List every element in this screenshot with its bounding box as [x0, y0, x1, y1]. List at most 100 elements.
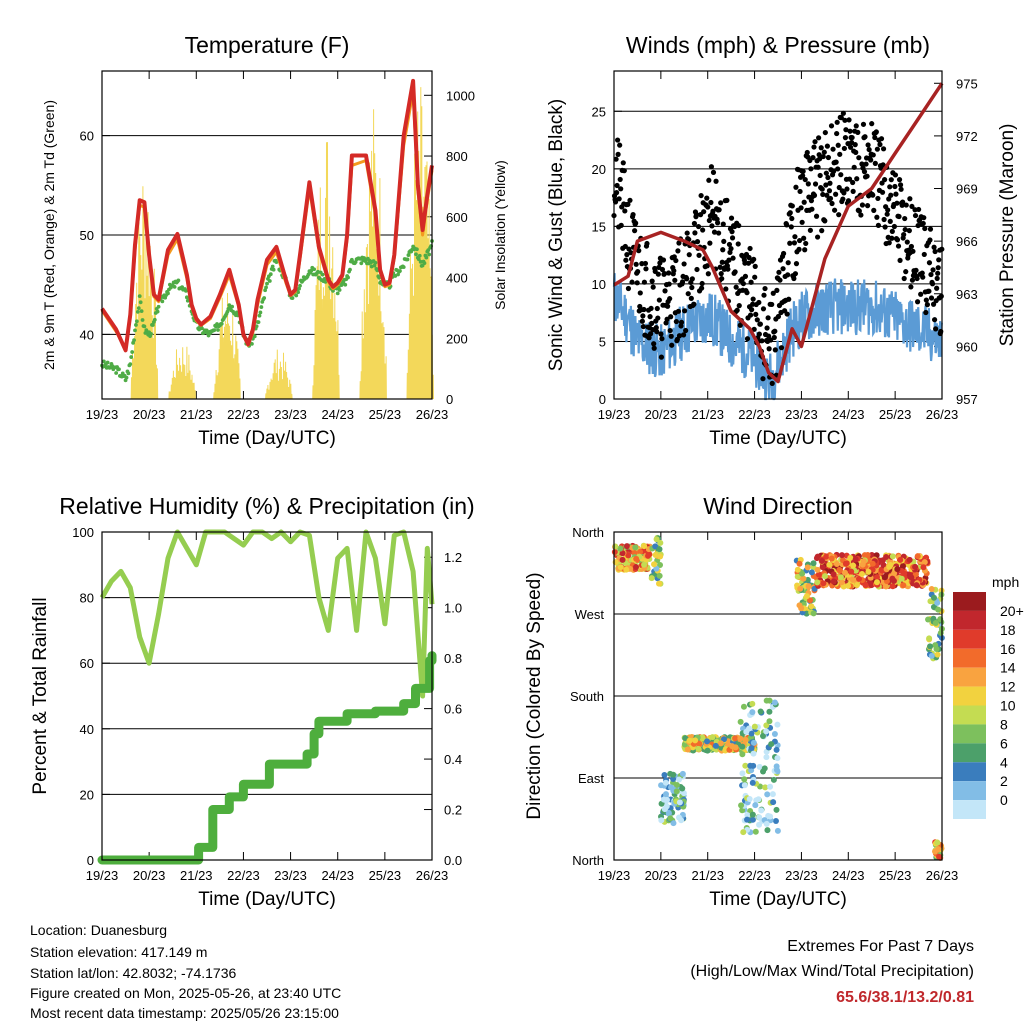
- direction-point: [869, 560, 876, 567]
- plot-frame: [101, 531, 433, 861]
- gust-point: [851, 164, 857, 170]
- dewpoint-point: [427, 252, 432, 257]
- dewpoint-point: [151, 323, 155, 327]
- direction-point: [664, 796, 671, 803]
- dewpoint-point: [415, 247, 419, 252]
- gust-point: [908, 243, 915, 250]
- gust-point: [716, 207, 722, 213]
- dewpoint-point: [417, 253, 422, 258]
- direction-point: [747, 762, 754, 769]
- gust-point: [682, 308, 688, 314]
- direction-point: [899, 563, 906, 570]
- direction-point: [617, 564, 624, 571]
- direction-point: [645, 552, 652, 559]
- dewpoint-point: [267, 279, 272, 283]
- gust-point: [780, 266, 786, 272]
- gust-point: [650, 284, 656, 290]
- x-tick-label: 21/23: [180, 868, 213, 883]
- gust-point: [765, 315, 771, 321]
- gust-point: [639, 318, 645, 324]
- direction-point: [774, 721, 781, 728]
- colorbar-swatch: [953, 592, 986, 611]
- direction-point: [822, 573, 829, 580]
- gust-point: [810, 155, 816, 161]
- direction-point: [695, 745, 702, 752]
- gust-point: [616, 196, 622, 202]
- gust-point: [936, 257, 942, 263]
- direction-point: [737, 718, 744, 725]
- y2-axis-label: Solar Insolation (Yellow): [492, 160, 508, 310]
- gust-point: [780, 250, 787, 257]
- temp-2m-series: [100, 78, 434, 353]
- gust-point: [901, 275, 907, 282]
- temperature-panel: 19/23 20/23 21/23 22/23 23/23 24/23 25/23 26/23…: [41, 32, 508, 449]
- dewpoint-point: [135, 310, 140, 314]
- dewpoint-point: [418, 259, 423, 264]
- gust-point: [734, 307, 740, 313]
- direction-point: [744, 812, 751, 819]
- gust-point: [819, 228, 825, 234]
- gust-point: [840, 110, 846, 116]
- dewpoint-point: [271, 267, 276, 272]
- wind-pressure-panel: 19/23 20/23 21/23 22/23 23/23 24/23 25/23 26/23…: [546, 32, 1018, 449]
- gust-point: [888, 177, 894, 183]
- gust-point: [748, 279, 754, 285]
- direction-point: [928, 586, 935, 593]
- dewpoint-point: [166, 291, 170, 296]
- dewpoint-point: [250, 341, 254, 346]
- gust-point: [828, 123, 835, 129]
- gust-point: [880, 146, 887, 152]
- gust-point: [924, 302, 930, 308]
- dewpoint-point: [132, 338, 136, 343]
- gust-point: [707, 240, 713, 246]
- gust-point: [774, 287, 780, 293]
- gust-point: [878, 136, 885, 142]
- gust-point: [736, 222, 742, 229]
- direction-point: [843, 560, 850, 567]
- colorbar-swatch: [953, 743, 986, 763]
- gust-point: [926, 288, 932, 294]
- gust-point: [651, 345, 657, 351]
- gust-point: [706, 177, 712, 183]
- gust-point: [881, 216, 887, 223]
- y-axis-label: Sonic Wind & Gust (Blue, Black): [546, 99, 567, 371]
- gust-point: [935, 265, 941, 271]
- y-axis-label: Direction (Colored By Speed): [524, 572, 545, 819]
- direction-point: [921, 559, 928, 566]
- dewpoint-point: [129, 355, 134, 359]
- y-tick-label: North: [572, 525, 604, 540]
- gust-point: [922, 225, 928, 232]
- x-tick-label: 23/23: [274, 868, 307, 883]
- gust-point: [641, 279, 648, 285]
- gust-point: [931, 317, 938, 323]
- gust-point: [871, 207, 877, 213]
- colorbar-swatch: [953, 667, 986, 687]
- gust-point: [822, 129, 828, 136]
- gust-point: [679, 279, 686, 285]
- gust-point: [894, 200, 900, 206]
- direction-point: [794, 566, 801, 573]
- direction-point: [800, 575, 807, 582]
- direction-point: [828, 555, 835, 562]
- gust-point: [888, 192, 894, 198]
- gust-point: [708, 164, 715, 170]
- gust-point: [668, 314, 674, 320]
- dewpoint-point: [137, 294, 142, 299]
- direction-point: [850, 562, 857, 569]
- gust-point: [729, 235, 736, 241]
- gust-point: [673, 318, 679, 325]
- x-axis-label: Time (Day/UTC): [198, 889, 336, 910]
- y2-tick-label: 0.6: [444, 702, 462, 717]
- gust-point: [742, 260, 748, 266]
- direction-point: [798, 605, 805, 612]
- gust-point: [872, 160, 878, 166]
- gust-point: [817, 172, 823, 179]
- gust-point: [843, 127, 849, 133]
- gust-point: [719, 276, 725, 282]
- direction-point: [676, 799, 683, 806]
- direction-point: [815, 571, 822, 578]
- gust-point: [766, 333, 772, 339]
- dewpoint-point: [206, 333, 211, 338]
- x-tick-label: 25/23: [879, 407, 912, 422]
- gust-point: [613, 190, 620, 196]
